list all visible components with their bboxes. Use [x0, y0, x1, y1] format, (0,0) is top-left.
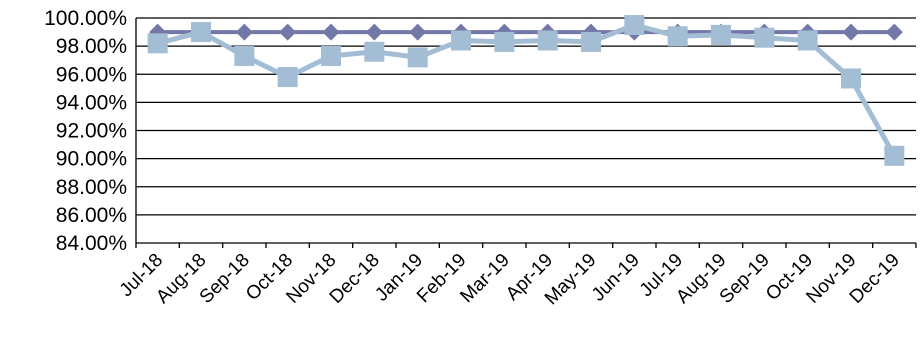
y-tick-label: 86.00% — [56, 204, 127, 227]
y-tick-label: 98.00% — [56, 35, 127, 58]
square-marker — [537, 30, 558, 51]
gridlines — [136, 17, 916, 216]
square-marker — [581, 31, 601, 52]
series-markers — [147, 15, 905, 166]
x-tick-label: Sep-18 — [196, 250, 254, 308]
series-line-2 — [157, 22, 897, 158]
y-tick-label: 84.00% — [56, 232, 127, 255]
x-tick-label: Mar-19 — [456, 250, 513, 307]
diamond-marker — [279, 23, 297, 41]
square-marker — [884, 145, 905, 166]
y-tick-label: 96.00% — [56, 63, 127, 86]
diamond-marker — [885, 23, 903, 41]
square-marker — [277, 67, 298, 88]
square-marker — [711, 24, 731, 45]
square-marker — [364, 41, 385, 62]
y-tick-label: 90.00% — [56, 148, 127, 171]
square-marker — [754, 27, 775, 48]
square-marker — [321, 45, 341, 66]
square-marker — [797, 30, 818, 51]
square-marker — [147, 33, 168, 54]
y-tick-label: 94.00% — [56, 91, 127, 114]
x-tick-label: Dec-18 — [326, 250, 384, 308]
y-tick-label: 92.00% — [56, 120, 127, 143]
square-marker — [624, 15, 645, 36]
square-marker — [667, 26, 688, 47]
x-tick-labels: Jul-18Aug-18Sep-18Oct-18Nov-18Dec-18Jan-… — [116, 250, 904, 310]
x-tick-label: Sep-19 — [716, 250, 774, 308]
diamond-marker — [365, 23, 383, 41]
diamond-marker — [322, 23, 340, 41]
x-tick-label: Jun-19 — [588, 250, 644, 306]
y-tick-labels: 100.00% 98.00% 96.00% 94.00% 92.00% 90.00% 88.… — [44, 7, 127, 255]
axes — [135, 18, 917, 248]
square-marker — [494, 31, 515, 52]
square-marker — [234, 45, 255, 66]
series-lines — [157, 22, 897, 158]
diamond-marker — [409, 23, 427, 41]
diamond-marker — [235, 23, 253, 41]
diamond-marker — [842, 23, 860, 41]
y-tick-label: 100.00% — [44, 7, 127, 30]
square-marker — [407, 47, 428, 68]
x-tick-label: Dec-19 — [846, 250, 904, 308]
y-tick-label: 88.00% — [56, 176, 127, 199]
square-marker — [451, 30, 471, 51]
square-marker — [191, 22, 211, 43]
square-marker — [841, 68, 861, 89]
